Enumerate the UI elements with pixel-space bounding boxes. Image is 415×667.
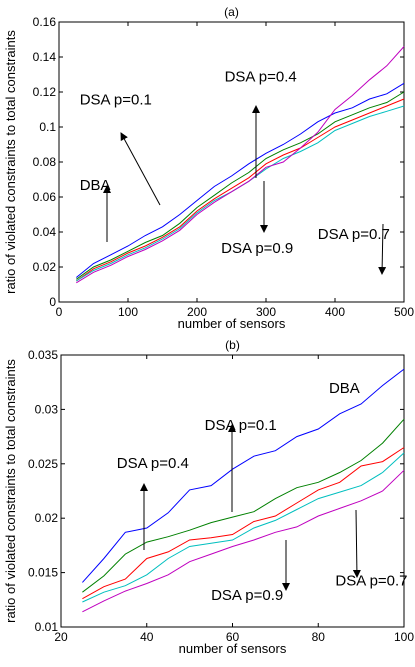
annotation-arrow (120, 132, 161, 206)
y-tick-label: 0.12 (33, 85, 57, 99)
y-tick-label: 0.14 (33, 50, 57, 64)
y-tick-label: 0.16 (33, 15, 57, 29)
x-tick-label: 20 (54, 630, 68, 644)
annotation-label: DSA p=0.4 (225, 69, 297, 86)
y-axis-label: ratio of violated constraints to total c… (3, 30, 18, 294)
annotation-label: DBA (80, 177, 111, 194)
y-tick-label: 0.015 (28, 566, 58, 580)
y-tick-label: 0.03 (35, 402, 59, 416)
series-line-dba (82, 368, 405, 583)
y-tick-label: 0.06 (33, 190, 57, 204)
series-line-dsa-p-0-9 (82, 452, 405, 603)
x-tick-label: 100 (118, 305, 138, 319)
chart-title: (a) (224, 5, 239, 19)
series-line-dsa-p-0-7 (82, 447, 405, 600)
series-line-dba (75, 82, 405, 278)
y-tick-label: 0.08 (33, 155, 57, 169)
x-tick-label: 40 (140, 630, 154, 644)
x-tick-label: 200 (187, 305, 207, 319)
chart-panel-a: (a) 0 100 200 300 400 500 0 0.02 0.04 0.06 0.08 0.1 0… (3, 5, 414, 331)
x-tick-label: 100 (394, 630, 414, 644)
plot-frame (58, 21, 405, 303)
annotation-label: DSA p=0.9 (221, 240, 293, 257)
annotation-arrow (378, 223, 387, 275)
x-tick-label: 300 (256, 305, 276, 319)
x-axis-label: number of sensors (179, 641, 287, 656)
annotation-label: DSA p=0.1 (80, 91, 152, 108)
y-tick-label: 0.04 (33, 225, 57, 239)
chart-panel-b: (b) 20 40 60 80 100 0.01 0.015 0.02 0.025 0.03 0.03… (3, 338, 414, 656)
x-axis-label: number of sensors (178, 316, 286, 331)
annotation-label: DSA p=0.4 (117, 455, 189, 472)
series-line-dsa-p-0-4 (76, 91, 405, 280)
x-tick-label: 400 (325, 305, 345, 319)
y-tick-label: 0.035 (28, 348, 58, 362)
x-tick-label: 0 (56, 305, 63, 319)
annotation-label: DSA p=0.7 (335, 573, 407, 590)
x-tick-label: 500 (394, 305, 414, 319)
y-tick-label: 0.1 (39, 120, 56, 134)
annotation-label: DSA p=0.7 (318, 226, 390, 243)
annotation-arrow (352, 509, 361, 578)
x-tick-label: 60 (226, 630, 240, 644)
chart-title: (b) (225, 338, 240, 352)
series-line-dsa-p-0-1 (82, 469, 405, 613)
annotation-label: DBA (329, 380, 360, 397)
y-axis-label: ratio of violated constraints to total c… (3, 359, 18, 623)
series-line-dsa-p-0-7 (76, 98, 405, 282)
y-tick-label: 0.025 (28, 457, 58, 471)
annotation-label: DSA p=0.9 (211, 587, 283, 604)
series-line-dsa-p-0-1 (76, 46, 405, 284)
series-line-dsa-p-0-4 (82, 418, 405, 593)
y-tick-label: 0.02 (35, 511, 59, 525)
annotation-label: DSA p=0.1 (205, 417, 277, 434)
y-tick-label: 0 (49, 295, 56, 309)
y-tick-label: 0.01 (35, 620, 59, 634)
y-tick-label: 0.02 (33, 260, 57, 274)
x-tick-label: 80 (312, 630, 326, 644)
